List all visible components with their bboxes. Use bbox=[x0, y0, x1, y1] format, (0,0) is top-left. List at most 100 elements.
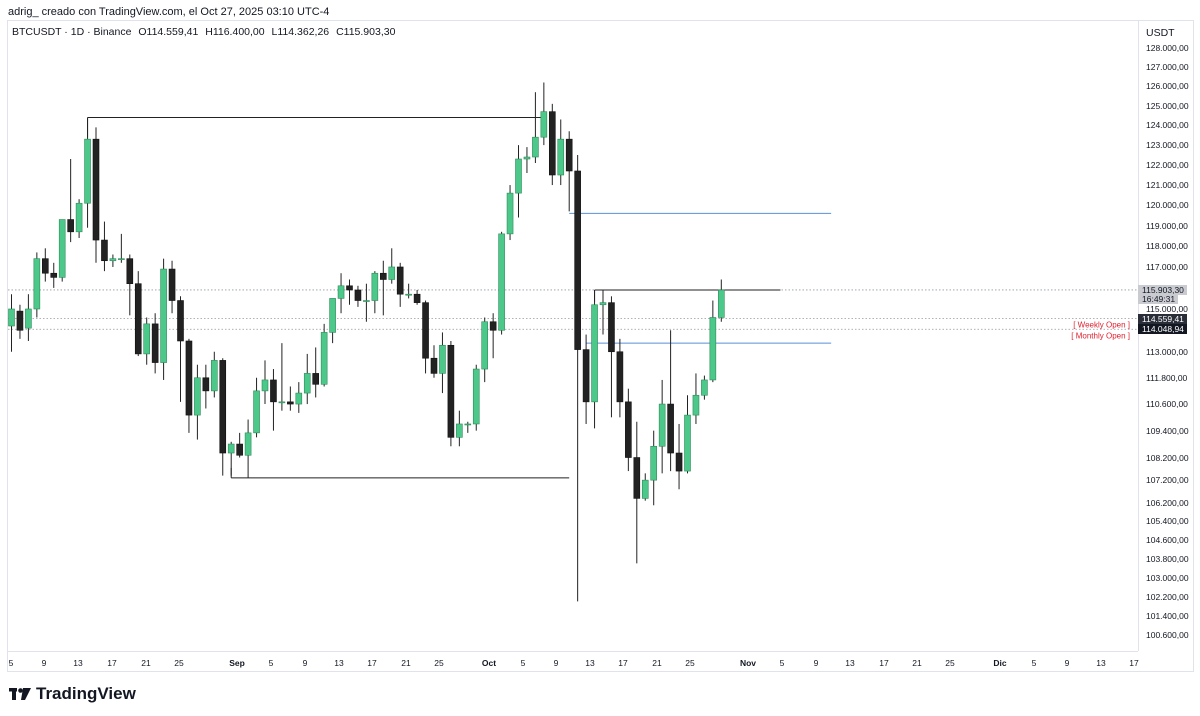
candle-up bbox=[506, 192, 514, 235]
candle-down bbox=[574, 170, 581, 350]
tradingview-logo-icon bbox=[9, 688, 31, 700]
time-tick-label: 17 bbox=[879, 658, 889, 668]
ohlc-high: H116.400,00 bbox=[205, 26, 265, 38]
time-tick-label: 9 bbox=[1064, 658, 1070, 668]
candle-up bbox=[472, 368, 480, 425]
candle-up bbox=[33, 258, 41, 310]
ohlc-close: C115.903,30 bbox=[336, 26, 396, 38]
candle-up bbox=[692, 394, 700, 416]
price-axis[interactable] bbox=[1138, 21, 1195, 651]
candle-down bbox=[633, 457, 641, 499]
price-tick-label: 126.000,00 bbox=[1146, 81, 1189, 92]
candle-up bbox=[658, 403, 666, 447]
time-tick-label: 9 bbox=[302, 658, 308, 668]
time-tick-label: 13 bbox=[334, 658, 344, 668]
candle-down bbox=[430, 357, 438, 374]
candle-down bbox=[134, 283, 142, 355]
candle-up bbox=[329, 298, 336, 333]
time-tick-label: 25 bbox=[174, 658, 184, 668]
time-tick-label: 9 bbox=[41, 658, 47, 668]
time-tick-label: 5 bbox=[1031, 658, 1037, 668]
symbol-title[interactable]: BTCUSDT · 1D · Binance bbox=[12, 26, 132, 38]
weekly-open-tag: [ Weekly Open ] bbox=[1073, 320, 1130, 330]
candle-up bbox=[515, 158, 522, 194]
time-tick-label: 17 bbox=[367, 658, 377, 668]
price-tick-label: 119.000,00 bbox=[1146, 220, 1188, 231]
candle-up bbox=[557, 138, 565, 176]
candle-down bbox=[565, 138, 573, 172]
candle-up bbox=[523, 156, 531, 160]
candle-down bbox=[236, 443, 243, 456]
candle-down bbox=[396, 266, 404, 295]
candle-down bbox=[287, 401, 294, 405]
candle-up bbox=[160, 268, 167, 363]
candle-down bbox=[312, 373, 320, 385]
candle-down bbox=[675, 452, 683, 472]
candle-up bbox=[591, 304, 598, 403]
price-tick-label: 103.000,00 bbox=[1146, 572, 1189, 583]
candle-up bbox=[498, 233, 505, 331]
candle-down bbox=[582, 349, 590, 403]
countdown-badge: 16:49:31 bbox=[1138, 294, 1179, 304]
price-tick-label: 107.200,00 bbox=[1146, 475, 1189, 486]
price-tick-label: 120.000,00 bbox=[1146, 200, 1189, 211]
candle-up bbox=[253, 390, 260, 434]
brand-name: TradingView bbox=[36, 684, 136, 703]
ohlc-open: O114.559,41 bbox=[138, 26, 199, 38]
candlestick-chart[interactable] bbox=[8, 21, 1138, 651]
candle-up bbox=[194, 377, 201, 416]
candle-up bbox=[405, 293, 412, 296]
candle-up bbox=[227, 443, 235, 454]
candle-down bbox=[101, 239, 108, 262]
candle-up bbox=[532, 136, 539, 158]
price-tick-label: 110.600,00 bbox=[1146, 399, 1188, 410]
candle-up bbox=[118, 258, 125, 260]
time-tick-label: 17 bbox=[1129, 658, 1139, 668]
candle-down bbox=[168, 268, 176, 301]
time-tick-label: 21 bbox=[401, 658, 411, 668]
candle-up bbox=[143, 323, 150, 355]
candle-up bbox=[717, 289, 725, 318]
candle-up bbox=[481, 321, 489, 370]
candle-down bbox=[667, 403, 674, 454]
candle-down bbox=[185, 340, 193, 416]
price-tick-label: 125.000,00 bbox=[1146, 100, 1189, 111]
time-tick-label: 25 bbox=[945, 658, 955, 668]
price-tick-label: 127.000,00 bbox=[1146, 62, 1189, 73]
monthly-open-tag: [ Monthly Open ] bbox=[1071, 331, 1130, 341]
monthly-open-badge: 114.048,94 bbox=[1138, 324, 1187, 334]
symbol-legend: BTCUSDT · 1D · Binance O114.559,41 H116.… bbox=[12, 26, 399, 38]
candle-down bbox=[92, 138, 100, 241]
ohlc-low: L114.362,26 bbox=[271, 26, 330, 38]
time-tick-label: 25 bbox=[434, 658, 444, 668]
time-tick-label: 25 bbox=[685, 658, 695, 668]
price-tick-label: 106.200,00 bbox=[1146, 497, 1189, 508]
time-tick-label: 5 bbox=[8, 658, 14, 668]
candle-up bbox=[295, 392, 303, 405]
candle-down bbox=[177, 300, 184, 342]
price-tick-label: 109.400,00 bbox=[1146, 425, 1189, 436]
candle-down bbox=[41, 258, 49, 274]
price-tick-label: 104.600,00 bbox=[1146, 534, 1189, 545]
candle-down bbox=[126, 258, 134, 284]
time-tick-label: 13 bbox=[845, 658, 855, 668]
time-tick-label: Sep bbox=[229, 658, 245, 668]
price-tick-label: 100.600,00 bbox=[1146, 630, 1189, 640]
candle-up bbox=[684, 414, 691, 472]
candle-up bbox=[439, 344, 446, 374]
candle-up bbox=[464, 423, 472, 426]
time-tick-label: Nov bbox=[739, 658, 757, 668]
candle-up bbox=[109, 258, 117, 262]
candle-up bbox=[75, 202, 83, 233]
time-tick-label: 5 bbox=[520, 658, 526, 668]
price-tick-label: 117.000,00 bbox=[1146, 261, 1188, 272]
time-tick-label: 5 bbox=[779, 658, 785, 668]
price-tick-label: 122.000,00 bbox=[1146, 159, 1189, 170]
time-tick-label: Oct bbox=[481, 658, 497, 668]
time-axis[interactable] bbox=[8, 651, 1138, 673]
time-tick-label: 13 bbox=[585, 658, 595, 668]
chart-caption: adrig_ creado con TradingView.com, el Oc… bbox=[8, 6, 330, 18]
candle-up bbox=[244, 432, 252, 456]
tradingview-logo[interactable]: TradingView bbox=[9, 684, 136, 704]
time-tick-label: 21 bbox=[141, 658, 151, 668]
